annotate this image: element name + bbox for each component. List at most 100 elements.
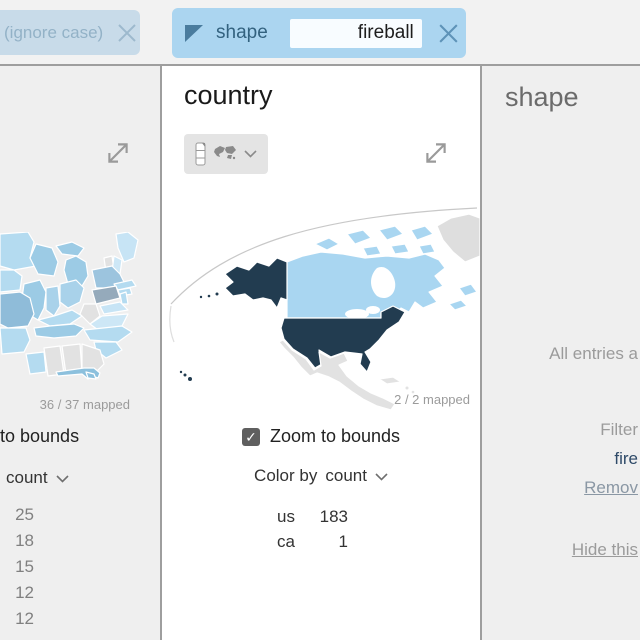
mapped-status: 2 / 2 mapped — [394, 392, 470, 407]
value-count-list: 25 18 15 12 12 — [6, 502, 34, 632]
state-shape — [85, 371, 97, 380]
aleutian-island — [215, 292, 219, 296]
canada-island — [458, 283, 478, 297]
hawaii-island — [179, 370, 183, 374]
canada-island — [448, 299, 468, 311]
canada-shape — [286, 251, 446, 319]
table-row: us 183 — [262, 504, 348, 529]
state-shape — [29, 243, 59, 277]
close-icon[interactable] — [115, 21, 139, 45]
chevron-down-icon — [56, 475, 69, 483]
caribbean-island — [411, 390, 415, 394]
canada-island — [378, 225, 404, 241]
expand-icon[interactable] — [422, 139, 450, 167]
column-icon — [195, 142, 206, 166]
filter-flag-icon — [184, 23, 204, 43]
filter-bar: (ignore case) shape — [0, 0, 640, 66]
zoom-to-bounds-label-clipped: to bounds — [0, 426, 80, 446]
hide-facet-link[interactable]: Hide this — [571, 540, 638, 559]
canada-island — [418, 243, 436, 255]
alaska-shape — [224, 257, 288, 309]
hudson-bay — [371, 266, 396, 299]
state-shape — [33, 323, 85, 339]
country-count-table: us 183 ca 1 — [262, 504, 348, 554]
facet-panel-shape: shape All entries a Filter fire Remov Hi… — [482, 66, 640, 640]
filter-chip-shape[interactable]: shape — [172, 8, 466, 58]
canada-island — [390, 243, 410, 255]
count-value: 12 — [15, 583, 34, 602]
facet-title: country — [184, 80, 273, 110]
color-by-value: count — [6, 468, 48, 487]
filter-value: fire — [614, 449, 638, 468]
filter-value-input[interactable] — [289, 18, 422, 48]
count-value: 25 — [15, 505, 34, 524]
filter-chip-label: (ignore case) — [4, 22, 104, 42]
count-value: 18 — [15, 531, 34, 550]
color-by-dropdown[interactable]: count — [6, 468, 69, 488]
state-shape — [115, 232, 139, 263]
facet-panel-country: country — [162, 66, 482, 640]
remove-filter-link[interactable]: Remov — [584, 478, 638, 497]
count-value: 12 — [15, 609, 34, 628]
great-lakes — [366, 306, 380, 314]
table-row: ca 1 — [262, 529, 348, 554]
zoom-to-bounds-row: ✓ Zoom to bounds — [162, 426, 480, 447]
color-by-value: count — [325, 466, 367, 485]
color-by-label: Color by — [254, 466, 318, 485]
close-icon[interactable] — [436, 21, 461, 46]
facet-panel-state: 36 / 37 mapped to bounds count 25 18 15 … — [0, 66, 162, 640]
north-america-choropleth-map[interactable] — [167, 200, 480, 420]
state-shape — [0, 327, 31, 355]
all-entries-text: All entries a — [549, 344, 638, 363]
country-count: 183 — [319, 507, 348, 526]
state-shape — [45, 285, 61, 317]
state-shape — [0, 232, 37, 271]
country-count: 1 — [338, 532, 348, 551]
canada-island — [410, 225, 434, 241]
mapped-status: 36 / 37 mapped — [39, 397, 130, 412]
country-code: us — [277, 507, 295, 526]
state-shape — [37, 309, 83, 327]
hawaii-island — [183, 373, 187, 377]
country-code: ca — [277, 532, 295, 551]
greenland-shape — [436, 213, 480, 263]
great-lakes — [345, 309, 369, 319]
state-shape — [119, 291, 129, 305]
world-map-icon — [213, 145, 237, 163]
us-states-choropleth-map[interactable] — [0, 232, 158, 380]
chevron-down-icon — [375, 473, 388, 481]
filter-field-label: shape — [216, 22, 268, 43]
graticule-arc — [170, 207, 478, 305]
sphere-edge — [169, 305, 175, 343]
caribbean-island — [405, 386, 409, 390]
state-shape — [0, 269, 23, 293]
state-shape — [91, 285, 121, 305]
state-shape — [83, 325, 133, 343]
filter-label: Filter — [600, 420, 638, 439]
state-shape — [25, 351, 47, 375]
usa-shape — [280, 305, 406, 373]
hawaii-island — [188, 377, 192, 381]
cuba-shape — [378, 376, 402, 385]
expand-icon[interactable] — [104, 139, 132, 167]
aleutian-island — [207, 294, 211, 298]
zoom-to-bounds-checkbox[interactable]: ✓ — [241, 427, 260, 446]
canada-island — [346, 229, 372, 245]
count-value: 15 — [15, 557, 34, 576]
state-shape — [59, 279, 85, 309]
canada-island — [362, 245, 382, 257]
color-by-dropdown[interactable]: Color by count — [162, 466, 480, 486]
aleutian-island — [199, 295, 203, 299]
chart-type-dropdown[interactable] — [184, 134, 268, 174]
state-shape — [99, 301, 129, 315]
facet-title: shape — [505, 82, 579, 112]
chevron-down-icon — [244, 150, 257, 158]
state-shape — [63, 255, 89, 287]
state-shape — [0, 291, 35, 329]
filter-chip-ignore-case[interactable]: (ignore case) — [0, 10, 140, 55]
state-shape — [81, 343, 105, 373]
mexico-shape — [278, 339, 396, 411]
canada-island — [314, 237, 340, 251]
state-shape — [55, 241, 85, 257]
zoom-to-bounds-label: Zoom to bounds — [269, 426, 401, 446]
